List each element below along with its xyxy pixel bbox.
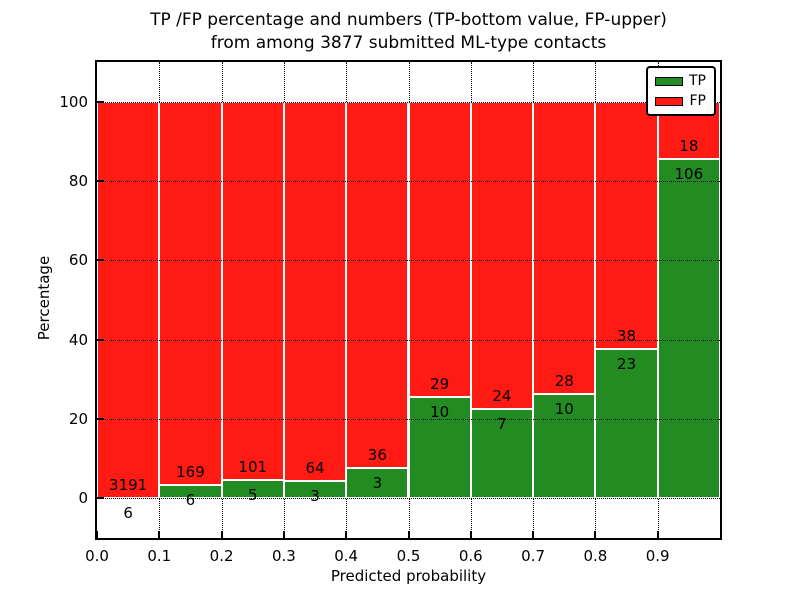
bar-label-tp: 3	[310, 486, 320, 505]
grid-line-y	[97, 260, 720, 262]
legend-item-tp: TP	[655, 73, 706, 89]
bar-segment-fp	[408, 101, 471, 397]
bar-segment-tp	[221, 479, 284, 499]
x-tick-mark	[532, 531, 535, 538]
bar-segment-fp	[283, 101, 347, 481]
bar-segment-tp	[346, 467, 409, 499]
bar-label-fp: 28	[554, 371, 574, 390]
fp-color-swatch	[655, 96, 683, 106]
horizontal-gridlines	[97, 62, 720, 538]
bar-label-fp: 29	[430, 374, 450, 393]
y-tick-mark	[97, 100, 104, 103]
bar-label-tp: 106	[674, 165, 704, 184]
bar-label-tp: 6	[185, 490, 196, 509]
bar-segment-fp	[595, 101, 658, 349]
y-tick-label: 100	[59, 92, 88, 111]
tick-marks	[96, 62, 720, 538]
grid-line-y	[97, 181, 720, 182]
x-tick-label: 0.3	[271, 547, 296, 565]
bar-segment-fp	[221, 101, 284, 480]
x-tick-mark	[158, 531, 161, 538]
chart-title-line1: TP /FP percentage and numbers (TP-bottom…	[150, 10, 667, 30]
y-tick-label: 80	[68, 172, 88, 190]
y-tick-label: 60	[68, 251, 88, 270]
plot-inner: 3191 6 169 6 101 5 64 3 36 3 29 10 24 7 28 10 38 23 18 106 …	[96, 62, 720, 538]
x-tick-label: 0.1	[147, 547, 172, 565]
bar-label-tp: 3	[372, 473, 383, 492]
x-tick-label: 0.2	[209, 547, 234, 565]
bar-segment-fp	[470, 101, 534, 409]
legend: TP FP	[646, 66, 716, 116]
x-tick-mark	[282, 531, 285, 538]
bar-label-tp: 10	[554, 399, 574, 418]
bar-segment-fp	[159, 101, 222, 485]
x-tick-mark	[96, 531, 98, 538]
legend-item-fp: FP	[655, 93, 706, 109]
chart-title-line2: from among 3877 submitted ML-type contac…	[210, 33, 607, 53]
bar-label-fp: 24	[492, 386, 512, 405]
grid-line-y	[97, 498, 720, 500]
bar-segment-tp	[283, 480, 347, 499]
y-tick-label: 20	[68, 410, 88, 428]
bar-segment-tp	[408, 396, 471, 499]
x-tick-label: 0.7	[521, 547, 546, 565]
bar-label-fp: 18	[679, 137, 699, 156]
x-tick-label: 0.4	[334, 547, 359, 565]
x-tick-label: 0.0	[85, 547, 109, 565]
bar-value-labels: 3191 6 169 6 101 5 64 3 36 3 29 10 24 7 28 10 38 23 18 106	[97, 62, 720, 538]
bar-label-fp: 38	[616, 326, 637, 345]
bar-segment-fp	[346, 101, 409, 468]
plot-area: 3191 6 169 6 101 5 64 3 36 3 29 10 24 7 28 10 38 23 18 106 …	[95, 60, 722, 540]
bar-segment-tp	[159, 484, 222, 499]
bar-label-tp: 7	[497, 414, 507, 433]
bar-segment-tp	[470, 408, 534, 499]
bar-label-fp: 3191	[109, 475, 148, 494]
x-tick-label: 0.5	[396, 547, 421, 565]
x-tick-mark	[656, 531, 659, 538]
bar-segment-tp	[657, 159, 720, 499]
x-axis-title: Predicted probability	[330, 567, 487, 585]
y-axis-title: Percentage	[35, 255, 53, 341]
legend-label-tp: TP	[689, 73, 706, 89]
x-tick-mark	[594, 531, 597, 538]
y-tick-mark	[97, 180, 104, 182]
x-tick-label: 0.8	[583, 547, 608, 565]
legend-label-fp: FP	[689, 93, 707, 109]
bar-label-fp: 169	[176, 462, 205, 481]
chart-title: TP /FP percentage and numbers (TP-bottom…	[97, 9, 720, 55]
y-tick-mark	[97, 418, 104, 420]
y-tick-label: 0	[78, 489, 88, 508]
bar-label-tp: 23	[616, 354, 637, 373]
bar-label-tp: 10	[430, 402, 450, 421]
grid-line-y	[97, 339, 720, 341]
bar-label-fp: 36	[367, 445, 387, 464]
bar-label-tp: 6	[123, 503, 133, 522]
tp-color-swatch	[655, 76, 683, 86]
bar-label-tp: 5	[247, 485, 258, 504]
grid-line-y	[97, 419, 720, 420]
x-tick-label: 0.6	[458, 547, 483, 565]
x-tick-mark	[345, 531, 348, 538]
x-tick-mark	[220, 531, 223, 538]
grid-line-y	[97, 101, 720, 103]
bar-segment-tp	[595, 348, 658, 499]
y-tick-mark	[97, 259, 104, 262]
x-tick-mark	[407, 531, 410, 538]
y-tick-label: 40	[68, 330, 88, 349]
y-tick-mark	[97, 338, 104, 341]
bar-segment-tp	[533, 393, 596, 499]
bar-label-fp: 101	[238, 457, 268, 476]
bar-segment-fp	[533, 101, 596, 394]
x-tick-mark	[469, 531, 472, 538]
y-tick-mark	[97, 497, 104, 500]
bar-segment-fp	[97, 101, 160, 498]
bar-label-fp: 64	[305, 458, 325, 477]
x-tick-label: 0.9	[645, 547, 670, 565]
